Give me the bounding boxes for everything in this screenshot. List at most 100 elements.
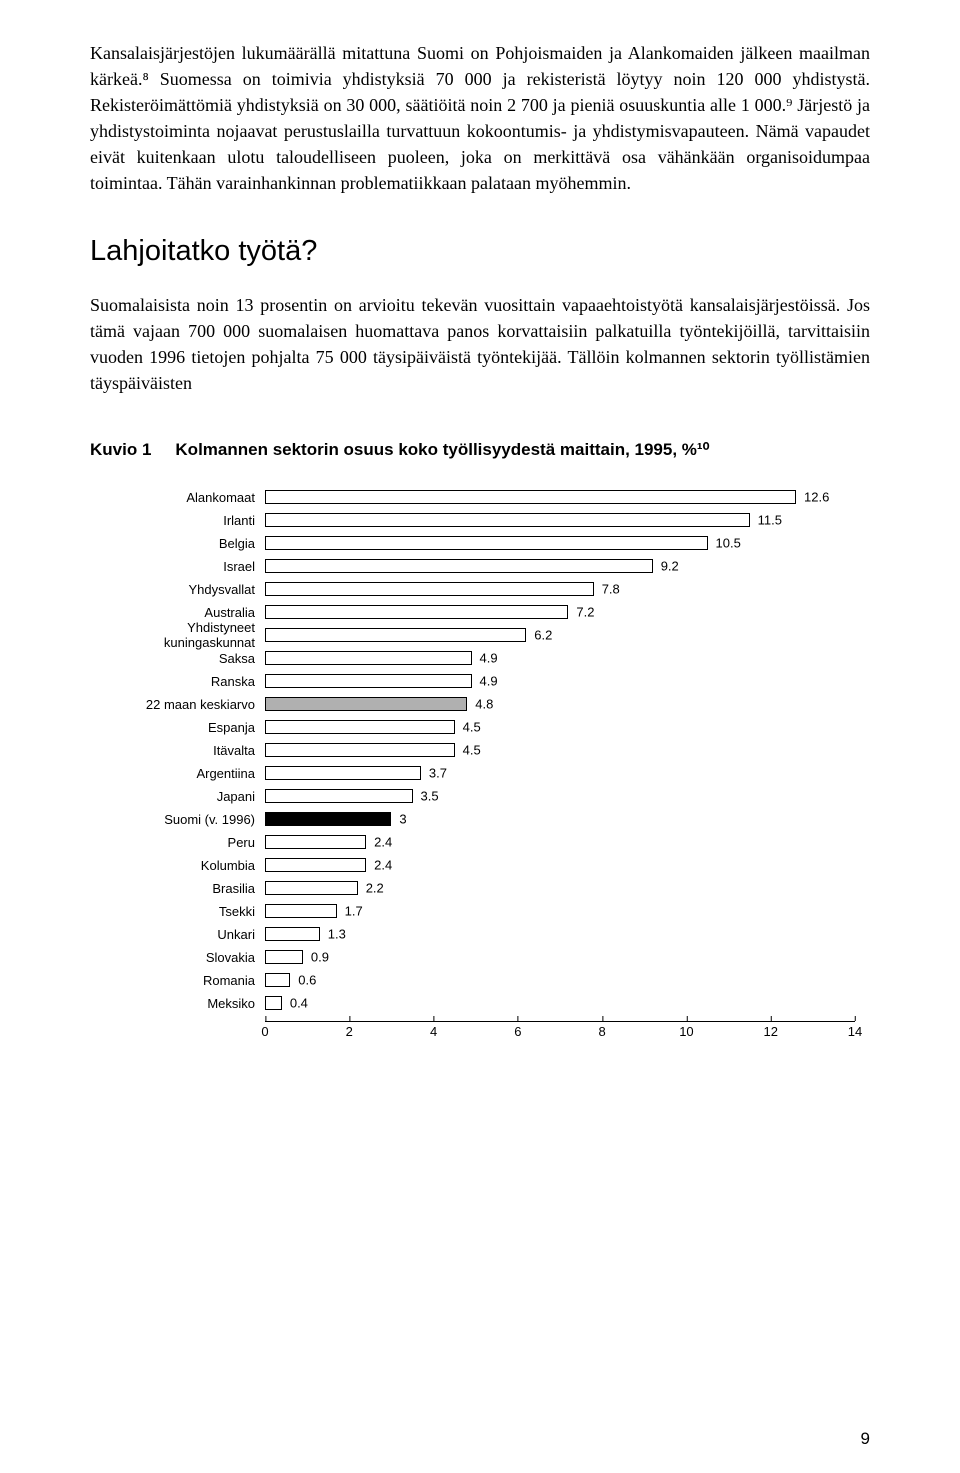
chart-value-label: 0.4 bbox=[282, 996, 308, 1011]
paragraph-1: Kansalaisjärjestöjen lukumäärällä mitatt… bbox=[90, 40, 870, 197]
chart-bar bbox=[265, 743, 455, 757]
chart-row: Japani3.5 bbox=[100, 785, 870, 808]
chart-value-label: 4.9 bbox=[472, 651, 498, 666]
chart-category-label: Yhdysvallat bbox=[100, 582, 265, 597]
chart-value-label: 3 bbox=[391, 812, 406, 827]
chart-tick: 2 bbox=[346, 1021, 353, 1039]
chart-row: Slovakia0.9 bbox=[100, 946, 870, 969]
chart-value-label: 6.2 bbox=[526, 628, 552, 643]
chart-bar-cell: 9.2 bbox=[265, 559, 653, 573]
chart-row: Israel9.2 bbox=[100, 555, 870, 578]
chart-row: Peru2.4 bbox=[100, 831, 870, 854]
chart-value-label: 4.5 bbox=[455, 720, 481, 735]
chart-bar bbox=[265, 881, 358, 895]
chart-bar bbox=[265, 812, 391, 826]
paragraph-2: Suomalaisista noin 13 prosentin on arvio… bbox=[90, 292, 870, 396]
chart-bar bbox=[265, 996, 282, 1010]
figure-label: Kuvio 1 bbox=[90, 440, 151, 459]
chart-row: Unkari1.3 bbox=[100, 923, 870, 946]
chart-row: Romania0.6 bbox=[100, 969, 870, 992]
chart-value-label: 2.4 bbox=[366, 858, 392, 873]
chart-row: Irlanti 11.5 bbox=[100, 509, 870, 532]
chart-bar-cell: 3.5 bbox=[265, 789, 413, 803]
chart-bar-cell: 4.9 bbox=[265, 651, 472, 665]
chart-bar-cell: 6.2 bbox=[265, 628, 526, 642]
chart-bar bbox=[265, 513, 750, 527]
chart-category-label: Belgia bbox=[100, 536, 265, 551]
chart-bar-cell: 7.2 bbox=[265, 605, 568, 619]
chart-bar bbox=[265, 835, 366, 849]
chart-axis-line: 02468101214 bbox=[265, 1021, 855, 1041]
chart-category-label: Itävalta bbox=[100, 743, 265, 758]
chart-value-label: 2.2 bbox=[358, 881, 384, 896]
chart-category-label: Brasilia bbox=[100, 881, 265, 896]
chart-category-label: Australia bbox=[100, 605, 265, 620]
chart-row: Yhdysvallat 7.8 bbox=[100, 578, 870, 601]
chart-tick: 10 bbox=[679, 1021, 693, 1039]
chart-tick: 4 bbox=[430, 1021, 437, 1039]
chart-bar-cell: 0.4 bbox=[265, 996, 282, 1010]
chart-value-label: 4.5 bbox=[455, 743, 481, 758]
chart-value-label: 4.8 bbox=[467, 697, 493, 712]
chart-bar bbox=[265, 927, 320, 941]
chart-bar bbox=[265, 766, 421, 780]
chart-category-label: Saksa bbox=[100, 651, 265, 666]
chart-value-label: 4.9 bbox=[472, 674, 498, 689]
chart-row: Yhdistyneet kuningaskunnat6.2 bbox=[100, 624, 870, 647]
chart-bar bbox=[265, 950, 303, 964]
bar-chart: Alankomaat12.6 Irlanti 11.5 Belgia 10.5 Israe… bbox=[100, 486, 870, 1041]
chart-bar bbox=[265, 789, 413, 803]
chart-bar bbox=[265, 674, 472, 688]
chart-bar-cell: 3 bbox=[265, 812, 391, 826]
chart-row: Espanja 4.5 bbox=[100, 716, 870, 739]
chart-bar bbox=[265, 697, 467, 711]
chart-tick: 14 bbox=[848, 1021, 862, 1039]
chart-bar bbox=[265, 720, 455, 734]
chart-bar-cell: 4.9 bbox=[265, 674, 472, 688]
chart-bar-cell: 1.7 bbox=[265, 904, 337, 918]
chart-category-label: Irlanti bbox=[100, 513, 265, 528]
chart-x-axis: 02468101214 bbox=[100, 1021, 870, 1041]
chart-row: Alankomaat12.6 bbox=[100, 486, 870, 509]
chart-value-label: 3.7 bbox=[421, 766, 447, 781]
page-number: 9 bbox=[861, 1429, 870, 1449]
chart-row: Kolumbia2.4 bbox=[100, 854, 870, 877]
chart-bar bbox=[265, 582, 594, 596]
chart-row: 22 maan keskiarvo4.8 bbox=[100, 693, 870, 716]
chart-bar bbox=[265, 605, 568, 619]
chart-row: Saksa4.9 bbox=[100, 647, 870, 670]
chart-bar-cell: 3.7 bbox=[265, 766, 421, 780]
chart-bar bbox=[265, 490, 796, 504]
chart-value-label: 2.4 bbox=[366, 835, 392, 850]
chart-value-label: 10.5 bbox=[708, 536, 741, 551]
chart-tick: 12 bbox=[763, 1021, 777, 1039]
chart-row: Brasilia2.2 bbox=[100, 877, 870, 900]
chart-row: Argentiina3.7 bbox=[100, 762, 870, 785]
chart-category-label: Alankomaat bbox=[100, 490, 265, 505]
chart-category-label: Romania bbox=[100, 973, 265, 988]
chart-bar bbox=[265, 858, 366, 872]
chart-category-label: Ranska bbox=[100, 674, 265, 689]
chart-category-label: Israel bbox=[100, 559, 265, 574]
chart-bar-cell: 2.4 bbox=[265, 835, 366, 849]
chart-value-label: 11.5 bbox=[750, 513, 782, 528]
chart-row: Tsekki1.7 bbox=[100, 900, 870, 923]
chart-row: Suomi (v. 1996)3 bbox=[100, 808, 870, 831]
chart-bar-cell: 4.8 bbox=[265, 697, 467, 711]
chart-tick: 0 bbox=[261, 1021, 268, 1039]
chart-category-label: Tsekki bbox=[100, 904, 265, 919]
figure-title: Kolmannen sektorin osuus koko työllisyyd… bbox=[175, 440, 709, 459]
chart-value-label: 0.6 bbox=[290, 973, 316, 988]
chart-bar bbox=[265, 536, 708, 550]
chart-category-label: Peru bbox=[100, 835, 265, 850]
chart-value-label: 1.7 bbox=[337, 904, 363, 919]
chart-bar-cell: 0.6 bbox=[265, 973, 290, 987]
chart-bar-cell: 2.2 bbox=[265, 881, 358, 895]
chart-bar bbox=[265, 559, 653, 573]
chart-value-label: 7.8 bbox=[594, 582, 620, 597]
chart-category-label: 22 maan keskiarvo bbox=[100, 697, 265, 712]
chart-bar-cell: 1.3 bbox=[265, 927, 320, 941]
chart-bar-cell: 4.5 bbox=[265, 743, 455, 757]
chart-row: Belgia 10.5 bbox=[100, 532, 870, 555]
chart-category-label: Espanja bbox=[100, 720, 265, 735]
